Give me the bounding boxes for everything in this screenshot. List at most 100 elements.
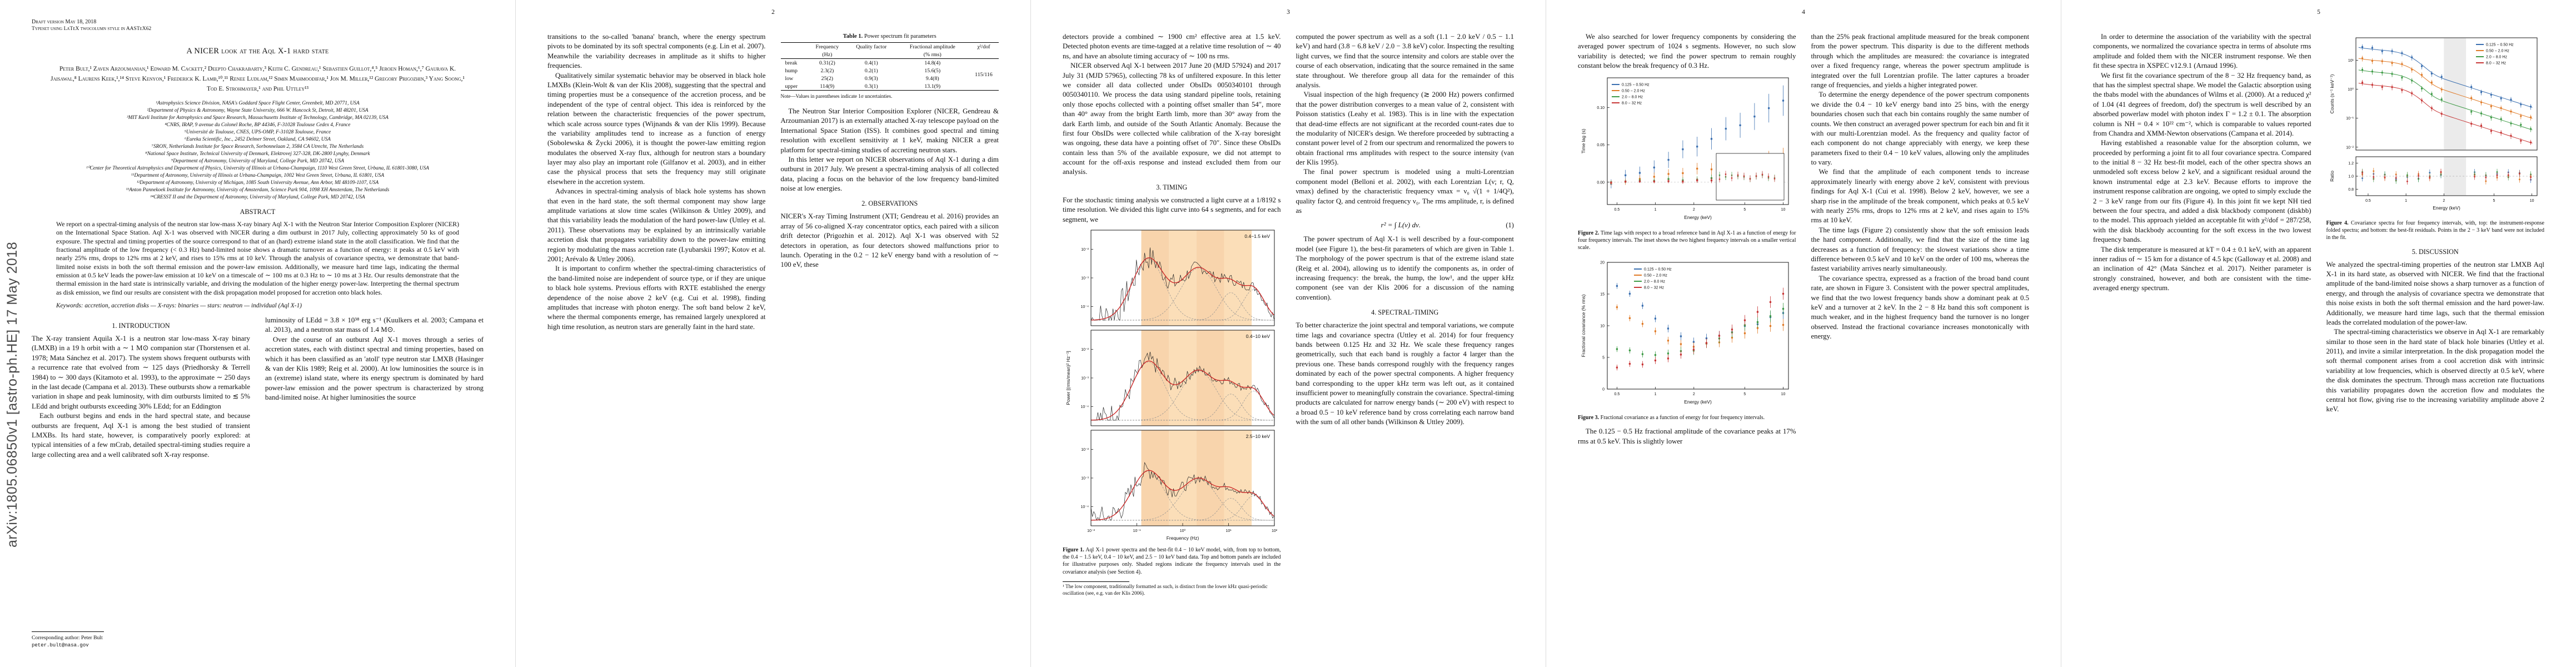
svg-text:10⁻³: 10⁻³ — [1081, 377, 1089, 381]
table-1-title: Table 1. Power spectrum fit parameters — [843, 33, 936, 39]
body-paragraph: To better characterize the joint spectra… — [1296, 321, 1514, 426]
affiliation-list: ¹Astrophysics Science Division, NASA's G… — [32, 100, 484, 201]
svg-text:1: 1 — [1655, 392, 1657, 396]
body-paragraph: In this letter we report on NICER observ… — [780, 155, 999, 193]
svg-text:10: 10 — [1781, 208, 1786, 212]
footnote-rule — [1063, 581, 1129, 582]
svg-text:10: 10 — [1781, 392, 1786, 396]
body-paragraph: We first fit the covariance spectrum of … — [2093, 71, 2311, 137]
affiliation: ²Department of Physics & Astronomy, Wayn… — [147, 107, 368, 113]
svg-text:1.0: 1.0 — [2348, 175, 2354, 179]
section-heading-observations: 2. OBSERVATIONS — [861, 200, 918, 208]
svg-text:2: 2 — [1693, 392, 1695, 396]
svg-text:Power [(rms/mean)² Hz⁻¹]: Power [(rms/mean)² Hz⁻¹] — [1065, 351, 1071, 405]
body-paragraph: computed the power spectrum as well as a… — [1296, 33, 1514, 89]
page1-right-column: luminosity of LEdd = 3.8 × 10³⁸ erg s⁻¹ … — [265, 316, 484, 460]
svg-text:10¹: 10¹ — [2348, 59, 2354, 63]
svg-text:2: 2 — [1693, 208, 1695, 212]
svg-text:5: 5 — [1744, 392, 1746, 396]
figure-4-plot: 10⁻² 10⁻¹ 10⁰ 10¹ 0.125 − 0.50 Hz 0.50 − 2.0 … — [2329, 37, 2538, 211]
svg-text:0.5: 0.5 — [1615, 392, 1620, 396]
footnote-rule — [32, 631, 104, 633]
svg-text:0.4−10 keV: 0.4−10 keV — [1246, 334, 1270, 339]
corresponding-author-email[interactable]: peter.bult@nasa.gov — [32, 642, 89, 648]
svg-text:2.5−10 keV: 2.5−10 keV — [1246, 434, 1270, 439]
page3-right-column: computed the power spectrum as well as a… — [1296, 32, 1514, 597]
svg-text:2: 2 — [2443, 199, 2445, 203]
affiliation: ¹²Department of Astronomy, University of… — [136, 180, 379, 186]
body-paragraph: NICER observed Aql X-1 between 2017 June… — [1063, 62, 1281, 176]
typeset-line: Typeset using LaTeX twocolumn style in A… — [32, 26, 152, 32]
body-paragraph: transitions to the so-called 'banana' br… — [547, 33, 766, 70]
svg-text:10⁻²: 10⁻² — [1081, 248, 1089, 252]
table-note: Note—Values in parentheses indicate 1σ u… — [780, 93, 893, 99]
body-paragraph: NICER's X-ray Timing Instrument (XTI; Ge… — [780, 212, 999, 269]
figure-3-caption: Figure 3. Fractional covariance as a fun… — [1578, 415, 1765, 421]
affiliation: ⁹Department of Astronomy, University of … — [171, 158, 345, 164]
section-heading-timing: 3. TIMING — [1156, 183, 1188, 191]
svg-text:20: 20 — [1600, 261, 1605, 265]
svg-text:10⁰: 10⁰ — [2348, 87, 2354, 92]
affiliation: ⁷SRON, Netherlands Institute for Space R… — [151, 143, 364, 150]
affiliation: ⁶Eureka Scientific, Inc., 2452 Delmer St… — [185, 136, 331, 142]
svg-text:Energy (keV): Energy (keV) — [1684, 215, 1712, 220]
body-paragraph: Advances in spectral-timing analysis of … — [547, 187, 766, 263]
svg-text:10⁻³: 10⁻³ — [1081, 277, 1089, 281]
page1-left-column: 1. INTRODUCTION The X-ray transient Aqui… — [32, 316, 250, 460]
svg-text:10⁻²: 10⁻² — [1081, 448, 1089, 452]
svg-text:Ratio: Ratio — [2329, 171, 2335, 182]
svg-text:10⁻¹: 10⁻¹ — [2346, 117, 2354, 121]
paper-title: A NICER look at the Aql X-1 hard state — [186, 47, 329, 56]
body-paragraph: Visual inspection of the high frequency … — [1296, 91, 1514, 167]
svg-text:5: 5 — [2493, 199, 2495, 203]
body-paragraph: For the stochastic timing analysis we co… — [1063, 196, 1281, 223]
svg-text:Fractional covariance (% rms): Fractional covariance (% rms) — [1581, 295, 1586, 357]
svg-text:0: 0 — [1602, 388, 1605, 392]
svg-text:1.2: 1.2 — [2348, 162, 2354, 166]
body-paragraph: The X-ray transient Aquila X-1 is a neut… — [32, 334, 250, 410]
figure-2-plot: 0.00 0.05 0.10 0.5 1 2 5 10 Energy (keV) Time lag… — [1581, 77, 1789, 220]
svg-text:Time lag (s): Time lag (s) — [1581, 128, 1586, 153]
table-row: low 25(2) 0.9(3) 9.4(8) — [785, 75, 939, 82]
table-row: break 0.31(2) 0.4(1) 14.8(4) 115/116 — [781, 59, 999, 78]
body-paragraph: than the 25% peak fractional amplitude m… — [1811, 33, 2030, 89]
svg-text:8.0 − 32 Hz: 8.0 − 32 Hz — [1622, 101, 1642, 105]
svg-text:10⁻²: 10⁻² — [2346, 146, 2354, 150]
svg-text:0.125 − 0.50 Hz: 0.125 − 0.50 Hz — [1622, 83, 1650, 87]
svg-text:10¹: 10¹ — [1226, 529, 1232, 533]
svg-text:0.10: 0.10 — [1597, 106, 1605, 110]
section-heading-spectral-timing: 4. SPECTRAL-TIMING — [1371, 308, 1439, 317]
col-amplitude: Fractional amplitude — [909, 43, 955, 50]
abstract-text: We report on a spectral-timing analysis … — [56, 220, 459, 296]
svg-text:0.5: 0.5 — [2365, 199, 2371, 203]
body-paragraph: The power spectrum of Aql X-1 is well de… — [1296, 235, 1514, 301]
svg-text:1: 1 — [2405, 199, 2407, 203]
body-paragraph: detectors provide a combined ∼ 1900 cm² … — [1063, 33, 1281, 60]
figure-2-caption: Figure 2. Time lags with respect to a br… — [1578, 230, 1796, 251]
figure-1-plot: 10⁻² 10⁻³ 10⁻⁴ 0.4−1.5 keV 10⁻² 10⁻³ 10⁻⁴ 0.4−1… — [1065, 230, 1278, 541]
svg-text:8.0 − 32 Hz: 8.0 − 32 Hz — [2486, 62, 2506, 66]
svg-text:10: 10 — [1600, 325, 1605, 328]
body-paragraph: The covariance spectra, expressed as a f… — [1811, 274, 2030, 341]
svg-text:2.0 − 8.0 Hz: 2.0 − 8.0 Hz — [1644, 280, 1665, 284]
svg-text:0.00: 0.00 — [1597, 181, 1605, 185]
body-paragraph: To determine the energy dependence of th… — [1811, 91, 2030, 167]
body-paragraph: luminosity of LEdd = 3.8 × 10³⁸ erg s⁻¹ … — [265, 316, 484, 334]
page-5: 5 In order to determine the association … — [2061, 0, 2576, 667]
section-heading-discussion: 5. DISCUSSION — [2411, 247, 2459, 256]
figure-3-plot: 0 5 10 15 20 0.5 1 2 5 10 Energy (keV) Fractional c… — [1581, 261, 1789, 405]
svg-text:Energy (keV): Energy (keV) — [2433, 205, 2460, 211]
corresponding-author-block: Corresponding author: Peter Bult peter.b… — [32, 631, 250, 649]
svg-text:0.8: 0.8 — [2348, 188, 2354, 192]
equation-1: r² = ∫ L(ν) dν. (1) — [1381, 221, 1514, 230]
page3-left-column: detectors provide a combined ∼ 1900 cm² … — [1063, 32, 1281, 597]
body-paragraph: Having established a reasonable value fo… — [2093, 139, 2311, 244]
power-spectrum-table: Frequency Quality factor Fractional ampl… — [780, 42, 999, 91]
body-paragraph: We find that the amplitude of each compo… — [1811, 168, 2030, 225]
page4-right-column: than the 25% peak fractional amplitude m… — [1811, 32, 2030, 446]
affiliation: ³MIT Kavli Institute for Astrophysics an… — [127, 115, 388, 121]
page5-left-column: In order to determine the association of… — [2093, 32, 2311, 415]
svg-text:10⁻¹: 10⁻¹ — [1133, 529, 1141, 533]
page-1: Draft version May 18, 2018 Typeset using… — [0, 0, 515, 667]
svg-text:2.0 − 8.0 Hz: 2.0 − 8.0 Hz — [1622, 95, 1643, 99]
